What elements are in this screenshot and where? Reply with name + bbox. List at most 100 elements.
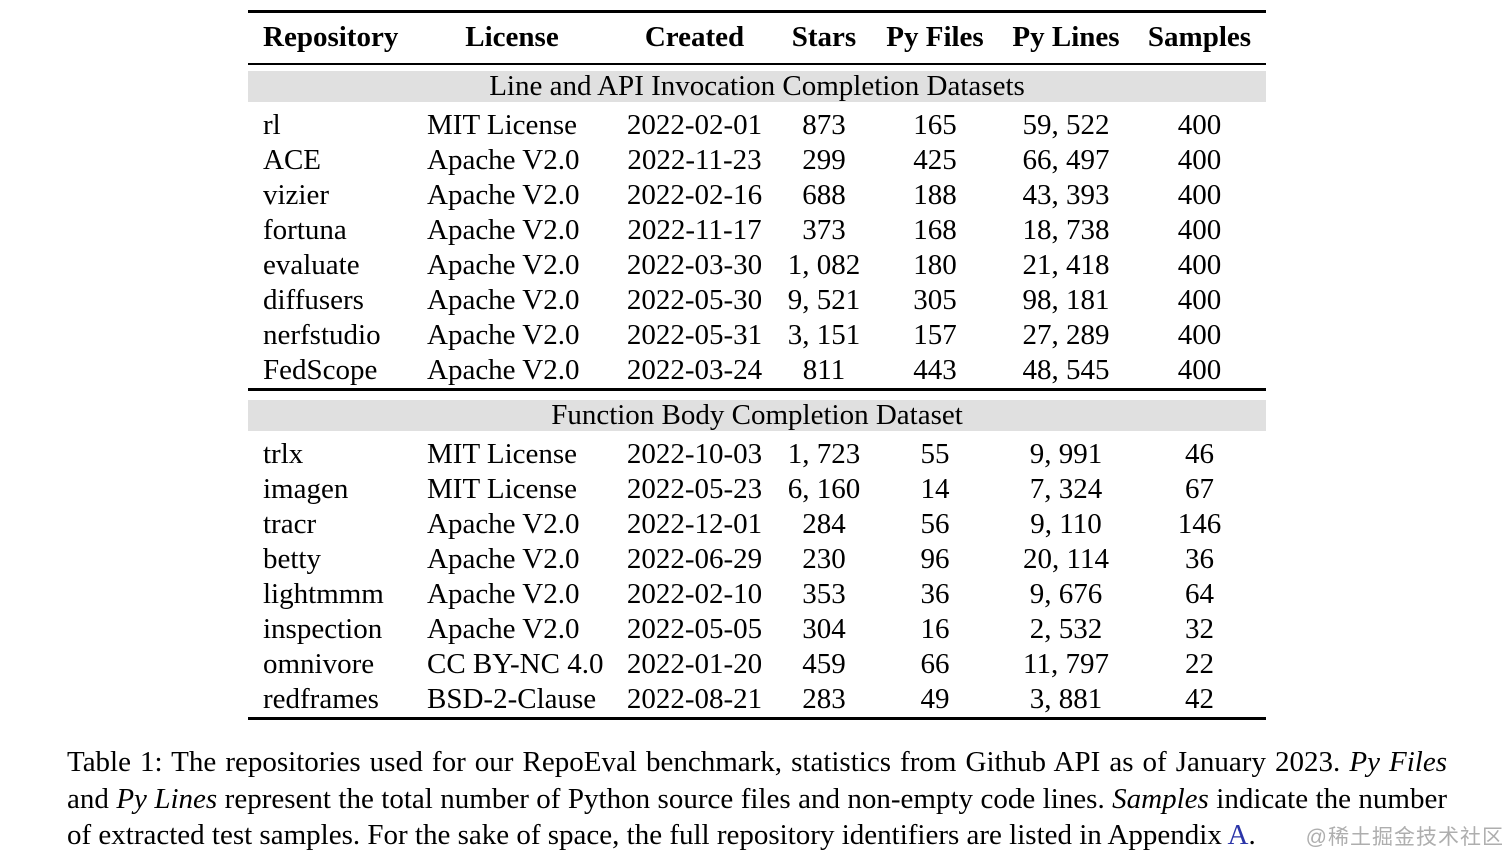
cell-repository: ACE bbox=[263, 143, 321, 176]
cell-repository: diffusers bbox=[263, 283, 364, 316]
cell-py-files: 305 bbox=[913, 283, 957, 316]
cell-created: 2022-06-29 bbox=[626, 542, 763, 575]
col-header-created: Created bbox=[612, 11, 777, 65]
cell-samples: 36 bbox=[1185, 542, 1214, 575]
cell-samples: 400 bbox=[1177, 248, 1222, 281]
cell-repository: vizier bbox=[263, 178, 330, 211]
cell-license: CC BY-NC 4.0 bbox=[427, 647, 604, 680]
cell-created: 2022-02-01 bbox=[626, 108, 763, 141]
cell-py-lines: 59, 522 bbox=[1022, 108, 1110, 141]
cell-py-files: 168 bbox=[913, 213, 957, 246]
table-row: lightmmm Apache V2.0 2022-02-10 353 36 9, 676… bbox=[248, 577, 1266, 612]
cell-stars: 284 bbox=[802, 507, 846, 540]
col-header-license: License bbox=[412, 11, 612, 65]
cell-py-lines: 48, 545 bbox=[1022, 353, 1110, 386]
cell-license: BSD-2-Clause bbox=[427, 682, 597, 715]
cell-repository: trlx bbox=[263, 437, 304, 470]
cell-license: MIT License bbox=[427, 108, 578, 141]
cell-repository: tracr bbox=[263, 507, 317, 540]
cell-samples: 400 bbox=[1177, 353, 1222, 386]
cell-repository: betty bbox=[263, 542, 321, 575]
table-row: diffusers Apache V2.0 2022-05-30 9, 521 305 9… bbox=[248, 283, 1266, 318]
table-body: Line and API Invocation Completion Datas… bbox=[248, 64, 1266, 719]
cell-stars: 688 bbox=[802, 178, 846, 211]
cell-py-files: 157 bbox=[913, 318, 957, 351]
cell-py-files: 16 bbox=[920, 612, 950, 645]
repo-stats-table: Repository License Created Stars Py File… bbox=[248, 10, 1266, 720]
cell-license: Apache V2.0 bbox=[427, 542, 580, 575]
table-row: tracr Apache V2.0 2022-12-01 284 56 9, 110 146 bbox=[248, 507, 1266, 542]
section-header-row: Line and API Invocation Completion Datas… bbox=[248, 64, 1266, 108]
cell-py-lines: 66, 497 bbox=[1022, 143, 1110, 176]
cell-stars: 304 bbox=[802, 612, 846, 645]
cell-license: Apache V2.0 bbox=[427, 248, 580, 281]
cell-created: 2022-02-10 bbox=[626, 577, 763, 610]
cell-samples: 64 bbox=[1185, 577, 1214, 610]
cell-samples: 67 bbox=[1185, 472, 1214, 505]
cell-repository: omnivore bbox=[263, 647, 375, 680]
appendix-a-link[interactable]: A bbox=[1227, 819, 1249, 851]
cell-stars: 1, 723 bbox=[787, 437, 861, 470]
cell-stars: 9, 521 bbox=[787, 283, 861, 316]
caption-text: Py Lines bbox=[116, 782, 218, 815]
caption-text: Py Files bbox=[1349, 746, 1448, 778]
cell-py-lines: 43, 393 bbox=[1022, 178, 1110, 211]
caption-text: indicate the number of extracted test sa… bbox=[67, 782, 1447, 852]
cell-samples: 400 bbox=[1177, 318, 1222, 351]
cell-py-files: 443 bbox=[913, 353, 957, 386]
cell-py-files: 56 bbox=[920, 507, 950, 540]
cell-stars: 1, 082 bbox=[787, 248, 861, 281]
col-header-repository: Repository bbox=[248, 11, 412, 65]
table-row: rl MIT License 2022-02-01 873 165 59, 522 400 bbox=[248, 108, 1266, 143]
cell-license: Apache V2.0 bbox=[427, 213, 580, 246]
caption-text: and bbox=[67, 782, 117, 815]
cell-license: Apache V2.0 bbox=[427, 353, 580, 386]
cell-created: 2022-03-30 bbox=[626, 248, 763, 281]
cell-samples: 400 bbox=[1177, 108, 1222, 141]
cell-samples: 42 bbox=[1185, 682, 1214, 715]
table-row: evaluate Apache V2.0 2022-03-30 1, 082 180 21… bbox=[248, 248, 1266, 283]
cell-py-lines: 27, 289 bbox=[1022, 318, 1110, 351]
cell-stars: 459 bbox=[802, 647, 846, 680]
table-row: betty Apache V2.0 2022-06-29 230 96 20, 114 36 bbox=[248, 542, 1266, 577]
section-title: Line and API Invocation Completion Datas… bbox=[248, 70, 1266, 102]
cell-py-files: 165 bbox=[913, 108, 957, 141]
cell-license: Apache V2.0 bbox=[427, 143, 580, 176]
cell-repository: fortuna bbox=[263, 213, 347, 246]
caption-text: represent the total number of Python sou… bbox=[217, 782, 1113, 815]
cell-created: 2022-08-21 bbox=[626, 682, 763, 715]
cell-stars: 230 bbox=[802, 542, 846, 575]
cell-repository: inspection bbox=[263, 612, 383, 645]
cell-license: Apache V2.0 bbox=[427, 507, 580, 540]
cell-samples: 146 bbox=[1177, 507, 1222, 540]
cell-created: 2022-11-23 bbox=[627, 143, 762, 176]
table-row: imagen MIT License 2022-05-23 6, 160 14 7, 32… bbox=[248, 472, 1266, 507]
table-row: fortuna Apache V2.0 2022-11-17 373 168 18, 73… bbox=[248, 213, 1266, 248]
cell-created: 2022-03-24 bbox=[626, 353, 763, 386]
cell-stars: 6, 160 bbox=[787, 472, 861, 505]
cell-samples: 32 bbox=[1185, 612, 1214, 645]
cell-created: 2022-05-23 bbox=[626, 472, 763, 505]
table-row: inspection Apache V2.0 2022-05-05 304 16 2, 5… bbox=[248, 612, 1266, 647]
cell-license: Apache V2.0 bbox=[427, 318, 580, 351]
cell-py-lines: 2, 532 bbox=[1029, 612, 1103, 645]
table-row: omnivore CC BY-NC 4.0 2022-01-20 459 66 11, 7… bbox=[248, 647, 1266, 682]
cell-stars: 299 bbox=[802, 143, 846, 176]
table-caption: Table 1: The repositories used for our R… bbox=[67, 744, 1447, 854]
cell-stars: 373 bbox=[802, 213, 846, 246]
cell-py-files: 425 bbox=[913, 143, 957, 176]
table-row: trlx MIT License 2022-10-03 1, 723 55 9, 991 4… bbox=[248, 437, 1266, 472]
table-row: redframes BSD-2-Clause 2022-08-21 283 49 3, 8… bbox=[248, 682, 1266, 719]
caption-text: Samples bbox=[1112, 782, 1209, 815]
cell-py-files: 55 bbox=[920, 437, 950, 470]
table-row: vizier Apache V2.0 2022-02-16 688 188 43, 393… bbox=[248, 178, 1266, 213]
cell-py-files: 14 bbox=[920, 472, 950, 505]
cell-license: Apache V2.0 bbox=[427, 577, 580, 610]
cell-license: Apache V2.0 bbox=[427, 612, 580, 645]
cell-py-lines: 18, 738 bbox=[1022, 213, 1110, 246]
cell-py-lines: 98, 181 bbox=[1022, 283, 1110, 316]
col-header-py-files: Py Files bbox=[871, 11, 999, 65]
cell-py-lines: 9, 676 bbox=[1029, 577, 1103, 610]
cell-repository: redframes bbox=[263, 682, 379, 715]
cell-py-files: 180 bbox=[913, 248, 957, 281]
